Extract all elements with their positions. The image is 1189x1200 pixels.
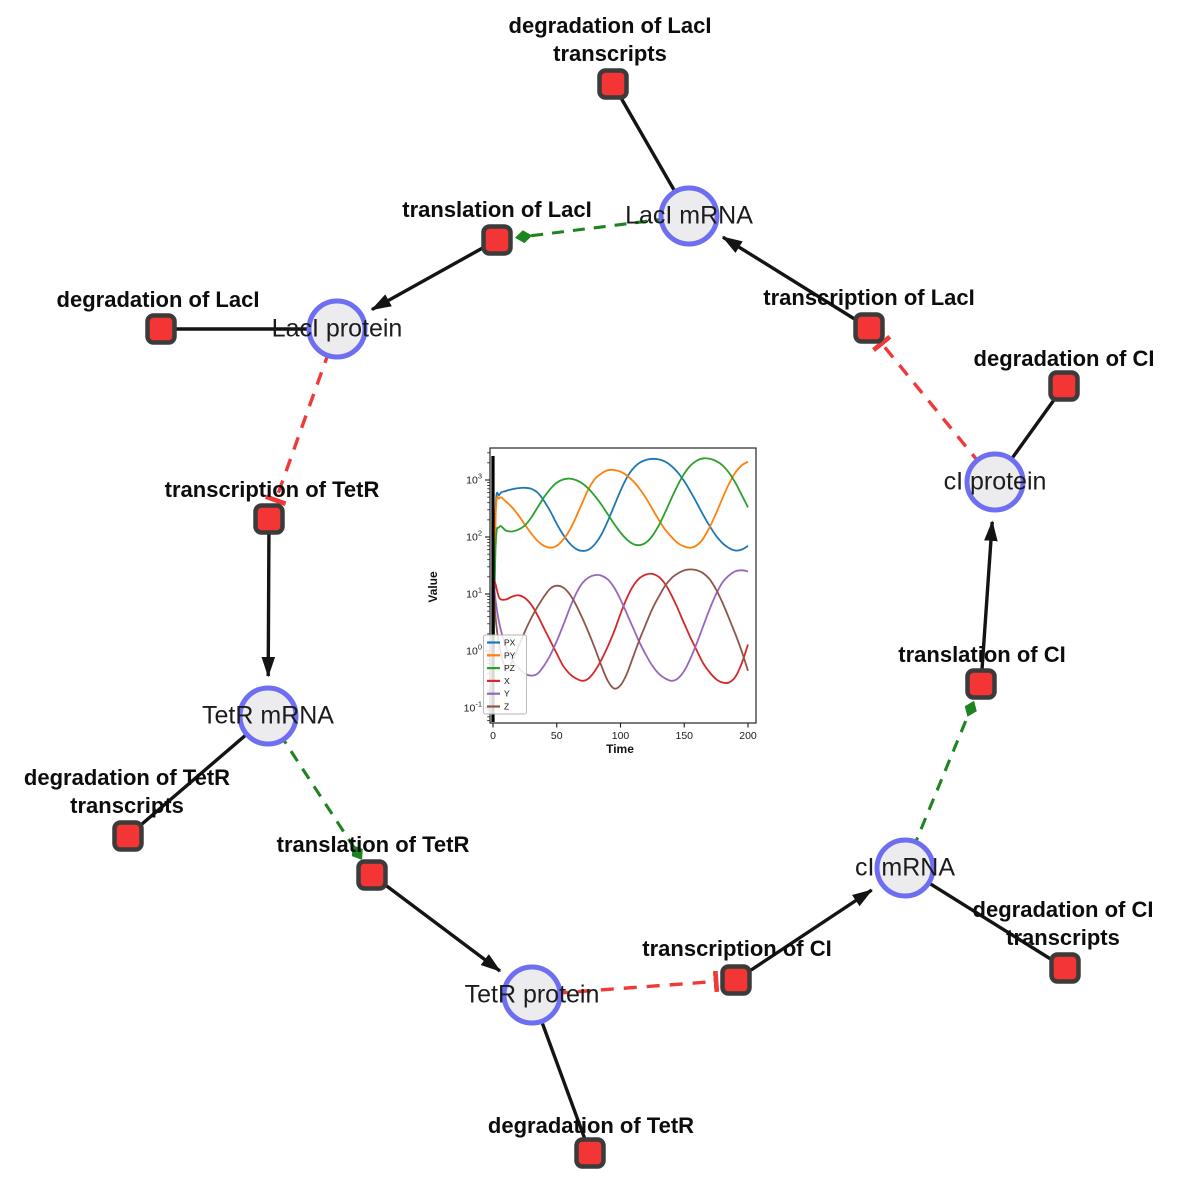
label-line: transcripts	[553, 41, 667, 66]
label-line: transcription of LacI	[763, 285, 975, 310]
legend-entry-PY: PY	[504, 650, 516, 660]
species-node-laci-protein[interactable]	[306, 298, 368, 360]
reaction-label-transcription-of-tetr: transcription of TetR	[165, 476, 380, 504]
x-tick-label: 200	[739, 730, 757, 742]
edge-arrow-transcription-of-tetr-to-tetr-mrna	[261, 518, 276, 678]
reaction-label-degradation-of-laci-transcripts: degradation of LacI transcripts	[509, 12, 712, 68]
edge-line-tetr-mrna-to-degradation-of-tetr-transcripts	[126, 714, 270, 838]
reaction-label-translation-of-ci: translation of CI	[898, 641, 1065, 669]
reaction-node-degradation-of-tetr[interactable]	[574, 1137, 606, 1169]
edge-inhibition-tetr-protein-to-transcription-of-ci	[531, 970, 720, 997]
x-tick-label: 100	[612, 730, 630, 742]
label-line: degradation of LacI	[508, 13, 712, 38]
reaction-node-degradation-of-laci-transcripts[interactable]	[597, 68, 629, 100]
label-line: degradation of CI	[973, 346, 1155, 371]
reaction-node-translation-of-tetr[interactable]	[356, 859, 388, 891]
label-line: translation of LacI	[402, 197, 592, 222]
reaction-node-degradation-of-laci[interactable]	[145, 313, 177, 345]
legend-entry-Z: Z	[504, 702, 509, 712]
x-tick-label: 0	[490, 730, 496, 742]
series-Y-curve	[492, 569, 749, 682]
legend-entry-PX: PX	[504, 638, 516, 648]
series-PZ-curve	[492, 457, 749, 709]
timeseries-chart: 0 50 100 150 200 10-1 100 101 102 103 PX PY PZ XYZ	[464, 447, 757, 742]
reaction-node-transcription-of-laci[interactable]	[853, 312, 885, 344]
edge-arrow-transcription-of-ci-to-ci-mrna	[735, 888, 873, 982]
edge-arrow-translation-of-laci-to-laci-protein	[370, 238, 498, 312]
chart-legend: PX PY PZ XYZ	[483, 634, 527, 715]
series-X-curve	[492, 572, 749, 684]
label-line: transcription of TetR	[164, 477, 380, 502]
reaction-node-degradation-of-ci[interactable]	[1048, 370, 1080, 402]
reaction-label-translation-of-tetr: translation of TetR	[277, 831, 470, 859]
series-PX-curve	[492, 457, 749, 709]
inset-plot: 0 50 100 150 200 10-1 100 101 102 103 PX PY PZ X Y Z	[420, 435, 775, 765]
species-node-laci-mrna[interactable]	[658, 185, 720, 247]
reaction-node-degradation-of-tetr-transcripts[interactable]	[112, 820, 144, 852]
reaction-label-degradation-of-laci: degradation of LacI	[57, 286, 260, 314]
label-line: degradation of TetR	[23, 765, 231, 790]
series-Z-curve	[492, 568, 749, 690]
reaction-label-translation-of-laci: translation of LacI	[402, 196, 591, 224]
reaction-label-degradation-of-ci: degradation of CI	[974, 345, 1155, 373]
label-line: degradation of CI	[972, 897, 1154, 922]
y-tick-label: 102	[466, 529, 482, 544]
edge-arrow-transcription-of-laci-to-laci-mrna	[721, 235, 870, 330]
series-PY-curve	[492, 460, 749, 709]
plot-frame	[489, 447, 757, 724]
label-line: degradation of TetR	[487, 1113, 695, 1138]
label-line: transcription of CI	[642, 936, 832, 961]
reaction-label-degradation-of-ci-transcripts: degradation of CI transcripts	[973, 896, 1154, 952]
edge-arrow-translation-of-ci-to-ci-protein	[979, 520, 998, 685]
nodes-layer	[112, 68, 1081, 1169]
species-label-laci-protein: LacI protein	[271, 314, 403, 343]
reaction-node-transcription-of-ci[interactable]	[720, 964, 752, 996]
chart-curves	[492, 457, 749, 709]
label-line: transcripts	[70, 793, 184, 818]
y-tick-label: 103	[466, 472, 482, 487]
species-label-ci-mrna: cI mRNA	[855, 853, 955, 882]
x-axis-label: Time	[606, 742, 634, 756]
species-label-ci-protein: cI protein	[943, 467, 1047, 496]
edge-arrow-translation-of-tetr-to-tetr-protein	[370, 873, 502, 973]
reaction-node-translation-of-ci[interactable]	[965, 668, 997, 700]
label-line: translation of CI	[898, 642, 1066, 667]
species-label-tetr-mrna: TetR mRNA	[202, 701, 334, 730]
label-line: transcripts	[1006, 925, 1120, 950]
species-node-tetr-protein[interactable]	[501, 964, 563, 1026]
species-node-ci-mrna[interactable]	[874, 837, 936, 899]
species-label-laci-mrna: LacI mRNA	[625, 201, 753, 230]
reaction-node-transcription-of-tetr[interactable]	[253, 503, 285, 535]
label-line: degradation of LacI	[56, 287, 260, 312]
edge-line-ci-mrna-to-degradation-of-ci-transcripts	[904, 866, 1066, 970]
species-node-ci-protein[interactable]	[964, 451, 1026, 513]
label-line: translation of TetR	[276, 832, 470, 857]
species-label-tetr-protein: TetR protein	[464, 980, 600, 1009]
reaction-label-transcription-of-ci: transcription of CI	[642, 935, 831, 963]
reaction-node-degradation-of-ci-transcripts[interactable]	[1049, 952, 1081, 984]
x-tick-label: 150	[675, 730, 693, 742]
reaction-label-degradation-of-tetr-transcripts: degradation of TetR transcripts	[24, 764, 230, 820]
legend-entry-X: X	[504, 676, 510, 686]
x-tick-label: 50	[551, 730, 563, 742]
species-node-tetr-mrna[interactable]	[237, 685, 299, 747]
legend-entry-Y: Y	[504, 689, 510, 699]
y-axis-label: Value	[426, 571, 440, 603]
y-tick-label: 101	[466, 586, 482, 601]
legend-entry-PZ: PZ	[504, 663, 515, 673]
reaction-node-translation-of-laci[interactable]	[481, 224, 513, 256]
y-tick-label: 100	[466, 643, 482, 658]
reaction-label-degradation-of-tetr: degradation of TetR	[488, 1112, 694, 1140]
y-tick-label: 10-1	[464, 700, 482, 715]
reaction-label-transcription-of-laci: transcription of LacI	[763, 284, 974, 312]
